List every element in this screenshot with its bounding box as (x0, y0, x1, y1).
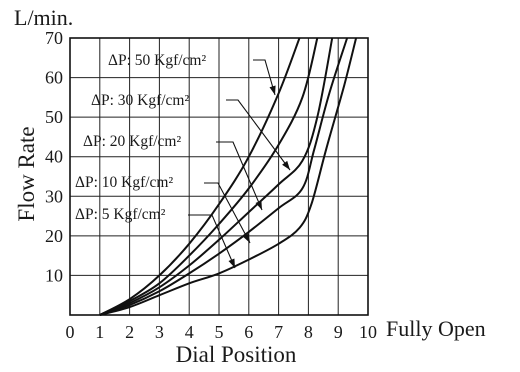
y-tick-label: 30 (45, 186, 63, 206)
series-label-4: ΔP: 5 Kgf/cm² (75, 206, 166, 223)
series-curve-4 (99, 37, 358, 316)
x-tick-label: 3 (155, 322, 164, 342)
series-curve-3 (99, 37, 349, 316)
x-tick-label: 0 (66, 322, 75, 342)
y-tick-label: 40 (45, 147, 63, 167)
x-axis-title: Dial Position (176, 342, 297, 367)
x-tick-label: 1 (95, 322, 104, 342)
series-leader-0 (253, 59, 276, 96)
y-tick-label: 10 (45, 265, 63, 285)
series-leader-2 (216, 141, 263, 211)
x-tick-label: 4 (185, 322, 194, 342)
x-tick-label: 7 (274, 322, 283, 342)
series-arrow-0 (269, 85, 276, 95)
grid (69, 37, 369, 316)
series-arrow-2 (255, 200, 262, 210)
series-curve-1 (99, 37, 319, 316)
series-label-2: ΔP: 20 Kgf/cm² (83, 133, 181, 150)
x-tick-label: 6 (244, 322, 253, 342)
series-arrow-1 (282, 160, 290, 170)
y-tick-label: 20 (45, 226, 63, 246)
series-arrow-4 (228, 258, 235, 268)
series-curve-2 (99, 37, 334, 316)
series-label-1: ΔP: 30 Kgf/cm² (91, 92, 189, 109)
series-arrow-3 (242, 233, 250, 243)
series-leader-3 (204, 182, 251, 244)
y-axis-title: Flow Rate (14, 126, 39, 221)
x-tick-label: 10 (359, 322, 377, 342)
series-leader-1 (226, 99, 291, 171)
x-tick-label: 8 (304, 322, 313, 342)
series-labels: ΔP: 50 Kgf/cm² ΔP: 30 Kgf/cm² ΔP: 20 Kgf/c… (75, 52, 291, 269)
y-tick-label: 70 (45, 28, 63, 48)
x-axis-end-label: Fully Open (386, 316, 486, 341)
series-leader-4 (188, 214, 236, 269)
series-label-0: ΔP: 50 Kgf/cm² (108, 52, 206, 69)
x-tick-label: 2 (125, 322, 134, 342)
y-unit-label: L/min. (14, 5, 73, 30)
x-tick-label: 5 (215, 322, 224, 342)
series-curve-0 (99, 37, 301, 316)
x-tick-label: 9 (334, 322, 343, 342)
series-curves (99, 37, 358, 316)
plot-frame (69, 37, 369, 316)
y-tick-label: 60 (45, 68, 63, 88)
tick-labels: 0 1 2 3 4 5 6 7 8 9 10 10 20 30 40 50 60 70 (45, 28, 377, 342)
y-tick-label: 50 (45, 107, 63, 127)
series-label-3: ΔP: 10 Kgf/cm² (75, 174, 173, 191)
